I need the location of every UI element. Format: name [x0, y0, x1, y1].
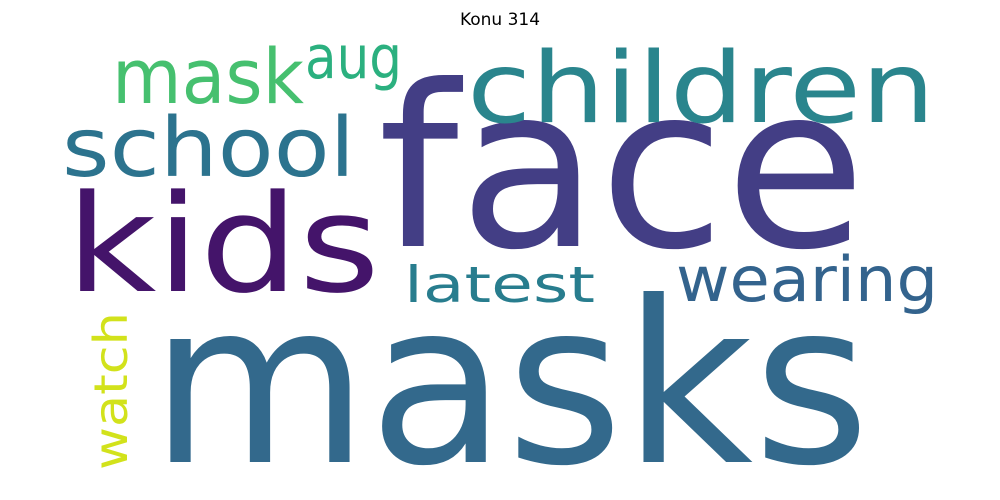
- word-aug: aug: [305, 23, 402, 93]
- wordcloud-title: Konu 314: [459, 10, 541, 30]
- word-wearing: wearing: [676, 243, 938, 316]
- word-school: school: [62, 101, 355, 196]
- word-watch: watch: [84, 312, 138, 470]
- word-masks: masks: [150, 254, 870, 500]
- word-latest: latest: [404, 256, 595, 314]
- word-kids: kids: [66, 166, 380, 323]
- word-children: children: [467, 32, 935, 146]
- word-mask: mask: [112, 32, 304, 121]
- word-face: face: [378, 38, 866, 300]
